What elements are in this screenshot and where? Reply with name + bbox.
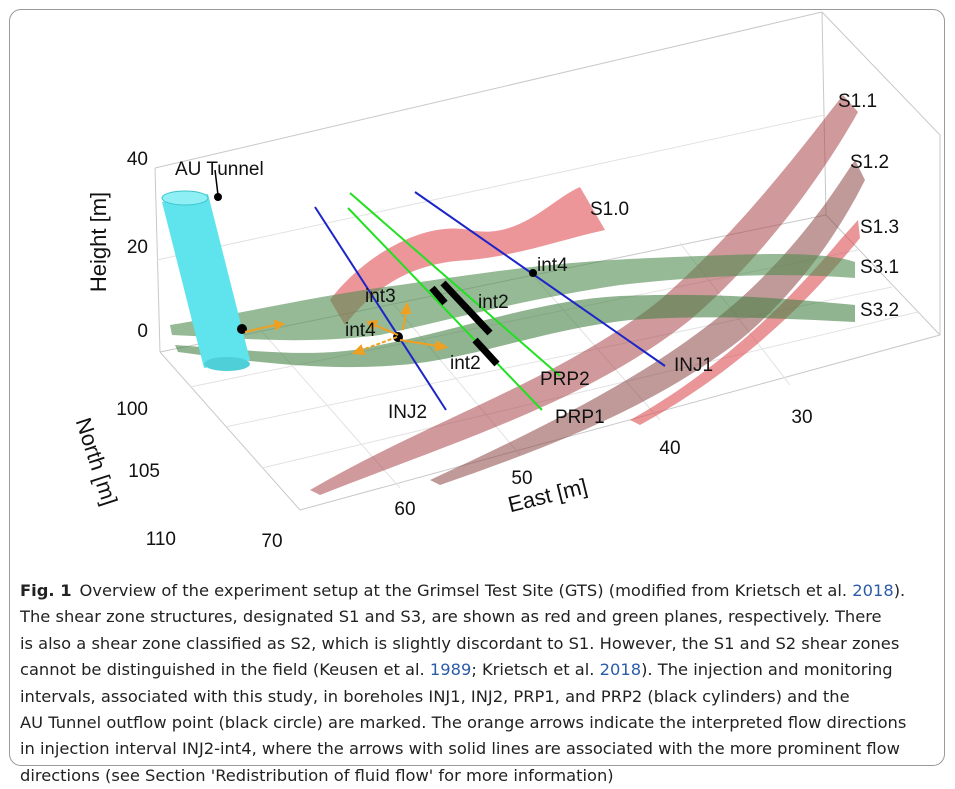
north-axis-label: North [m] — [71, 415, 123, 509]
caption-text: cannot be distinguished in the field (Ke… — [20, 660, 430, 680]
citation-link[interactable]: 2018 — [599, 660, 642, 680]
caption-text: AU Tunnel outflow point (black circle) a… — [20, 713, 907, 733]
caption-text: ). The injection and monitoring — [641, 660, 893, 680]
caption-text: Overview of the experiment setup at the … — [79, 581, 853, 600]
red-shear-zones — [310, 95, 865, 495]
annotation: S1.0 — [590, 199, 629, 220]
figure-caption: Fig. 1 Overview of the experiment setup a… — [20, 578, 945, 789]
annotation: S1.2 — [850, 152, 889, 173]
height-axis-label: Height [m] — [86, 192, 111, 292]
caption-line: The shear zone structures, designated S1… — [20, 604, 945, 630]
annotation: int4 — [537, 255, 568, 276]
green-shear-zones — [170, 254, 855, 368]
annotation: S3.2 — [860, 300, 899, 321]
annotation: PRP2 — [540, 369, 590, 390]
caption-text: intervals, associated with this study, i… — [20, 686, 850, 706]
annotation: int3 — [365, 286, 396, 307]
height-tick-label: 40 — [127, 149, 148, 170]
annotation: PRP1 — [555, 407, 605, 428]
caption-line: in injection interval INJ2-int4, where t… — [20, 736, 945, 762]
east-tick-label: 70 — [261, 531, 282, 552]
caption-text: ; Krietsch et al. — [471, 660, 600, 680]
annotation: AU Tunnel — [175, 159, 264, 180]
east-tick-label: 60 — [394, 499, 415, 520]
north-tick-label: 100 — [116, 399, 148, 420]
annotation: S3.1 — [860, 257, 899, 278]
north-tick-label: 110 — [146, 529, 176, 550]
boreholes — [314, 191, 666, 411]
caption-text: in injection interval INJ2-int4, where t… — [20, 739, 900, 759]
caption-text: ). — [893, 581, 906, 600]
annotation: INJ1 — [674, 355, 713, 376]
caption-text: The shear zone structures, designated S1… — [20, 607, 882, 627]
figure-label: Fig. 1 — [20, 581, 72, 600]
au-tunnel — [161, 169, 250, 371]
height-tick-label: 20 — [127, 237, 148, 258]
caption-text: is also a shear zone classified as S2, w… — [20, 633, 900, 653]
east-tick-label: 30 — [791, 407, 812, 428]
figure-plot: Height [m] North [m] East [m] 40 20 0 10… — [71, 11, 941, 552]
caption-line: Fig. 1 Overview of the experiment setup a… — [20, 578, 945, 604]
caption-line: AU Tunnel outflow point (black circle) a… — [20, 710, 945, 736]
caption-line: is also a shear zone classified as S2, w… — [20, 631, 945, 657]
north-tick-label: 105 — [128, 461, 160, 482]
caption-text: directions (see Section 'Redistribution … — [20, 765, 614, 785]
annotation: INJ2 — [388, 402, 427, 423]
figure-frame — [9, 9, 945, 766]
caption-line: cannot be distinguished in the field (Ke… — [20, 657, 945, 683]
caption-line: intervals, associated with this study, i… — [20, 684, 945, 710]
height-tick-label: 0 — [137, 321, 148, 342]
annotation: int2 — [478, 292, 509, 313]
annotation: int2 — [450, 353, 481, 374]
annotation: S1.1 — [838, 91, 877, 112]
citation-link[interactable]: 1989 — [429, 660, 472, 680]
east-tick-label: 40 — [659, 438, 680, 459]
annotation: int4 — [345, 320, 376, 341]
citation-link[interactable]: 2018 — [852, 581, 894, 600]
annotations: AU Tunnel S1.0 S1.1 S1.2 S1.3 S3.1 S3.2 … — [175, 91, 899, 428]
east-tick-label: 50 — [511, 468, 532, 489]
flow-arrows — [244, 301, 449, 356]
annotation: S1.3 — [860, 217, 899, 238]
